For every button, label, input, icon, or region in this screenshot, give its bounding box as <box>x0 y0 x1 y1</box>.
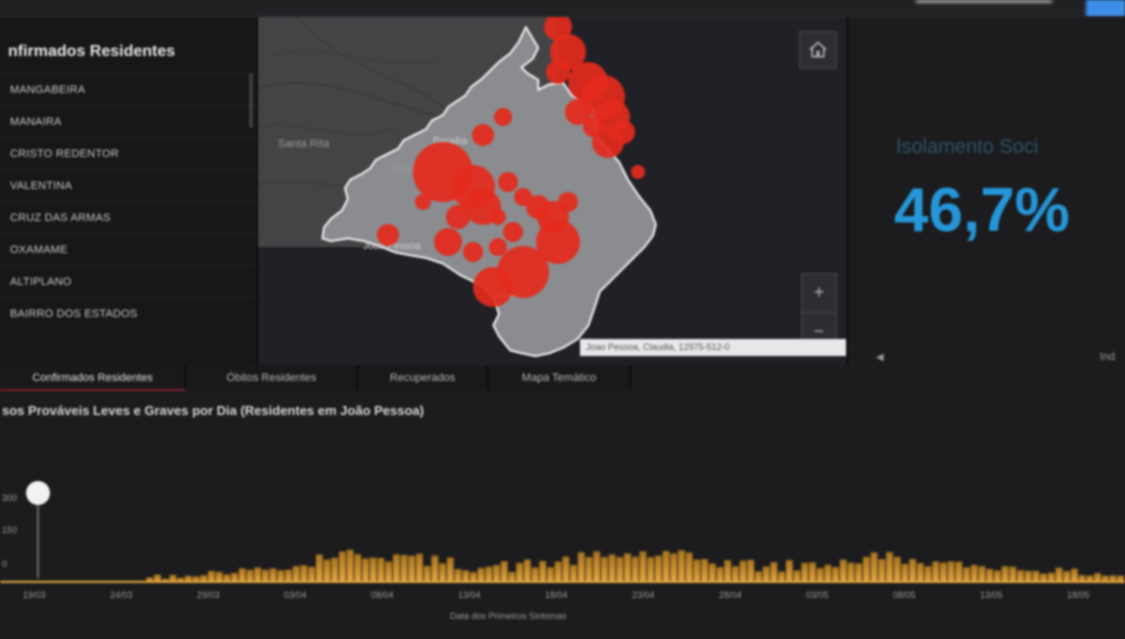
svg-text:Santa Rita: Santa Rita <box>278 138 330 150</box>
